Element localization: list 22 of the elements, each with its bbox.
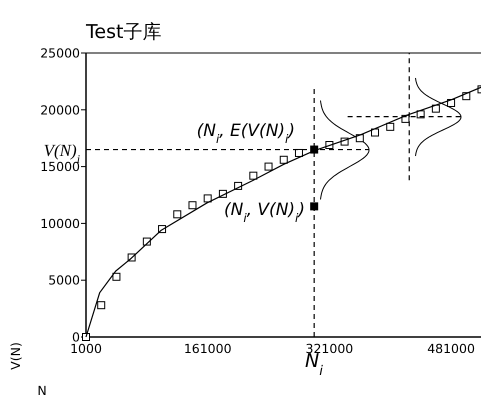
point xyxy=(112,272,120,281)
point xyxy=(386,122,394,131)
x-tick-label: 481000 xyxy=(427,341,475,356)
point xyxy=(97,301,106,310)
y-tick-label: 10000 xyxy=(40,216,80,231)
x-axis-title: N xyxy=(37,383,47,398)
chart-title: Test子库 xyxy=(85,21,162,43)
point xyxy=(249,172,258,180)
y-axis-title: V(N) xyxy=(8,342,23,370)
point xyxy=(188,201,196,210)
point xyxy=(204,194,212,202)
y-tick-label: 5000 xyxy=(48,272,80,288)
annotation: (N$_{i}$, V(N)$_{i}$) xyxy=(224,200,305,225)
y-tick-label: 25000 xyxy=(40,46,80,60)
y-tick-label: 20000 xyxy=(40,102,80,118)
point xyxy=(280,156,288,164)
point xyxy=(310,202,318,210)
point xyxy=(371,128,380,137)
annotation: (N$_{i}$, E(V(N)$_{i}$) xyxy=(196,121,295,146)
x-tick-label: 161000 xyxy=(184,341,232,356)
point xyxy=(173,210,182,218)
point xyxy=(264,162,273,171)
